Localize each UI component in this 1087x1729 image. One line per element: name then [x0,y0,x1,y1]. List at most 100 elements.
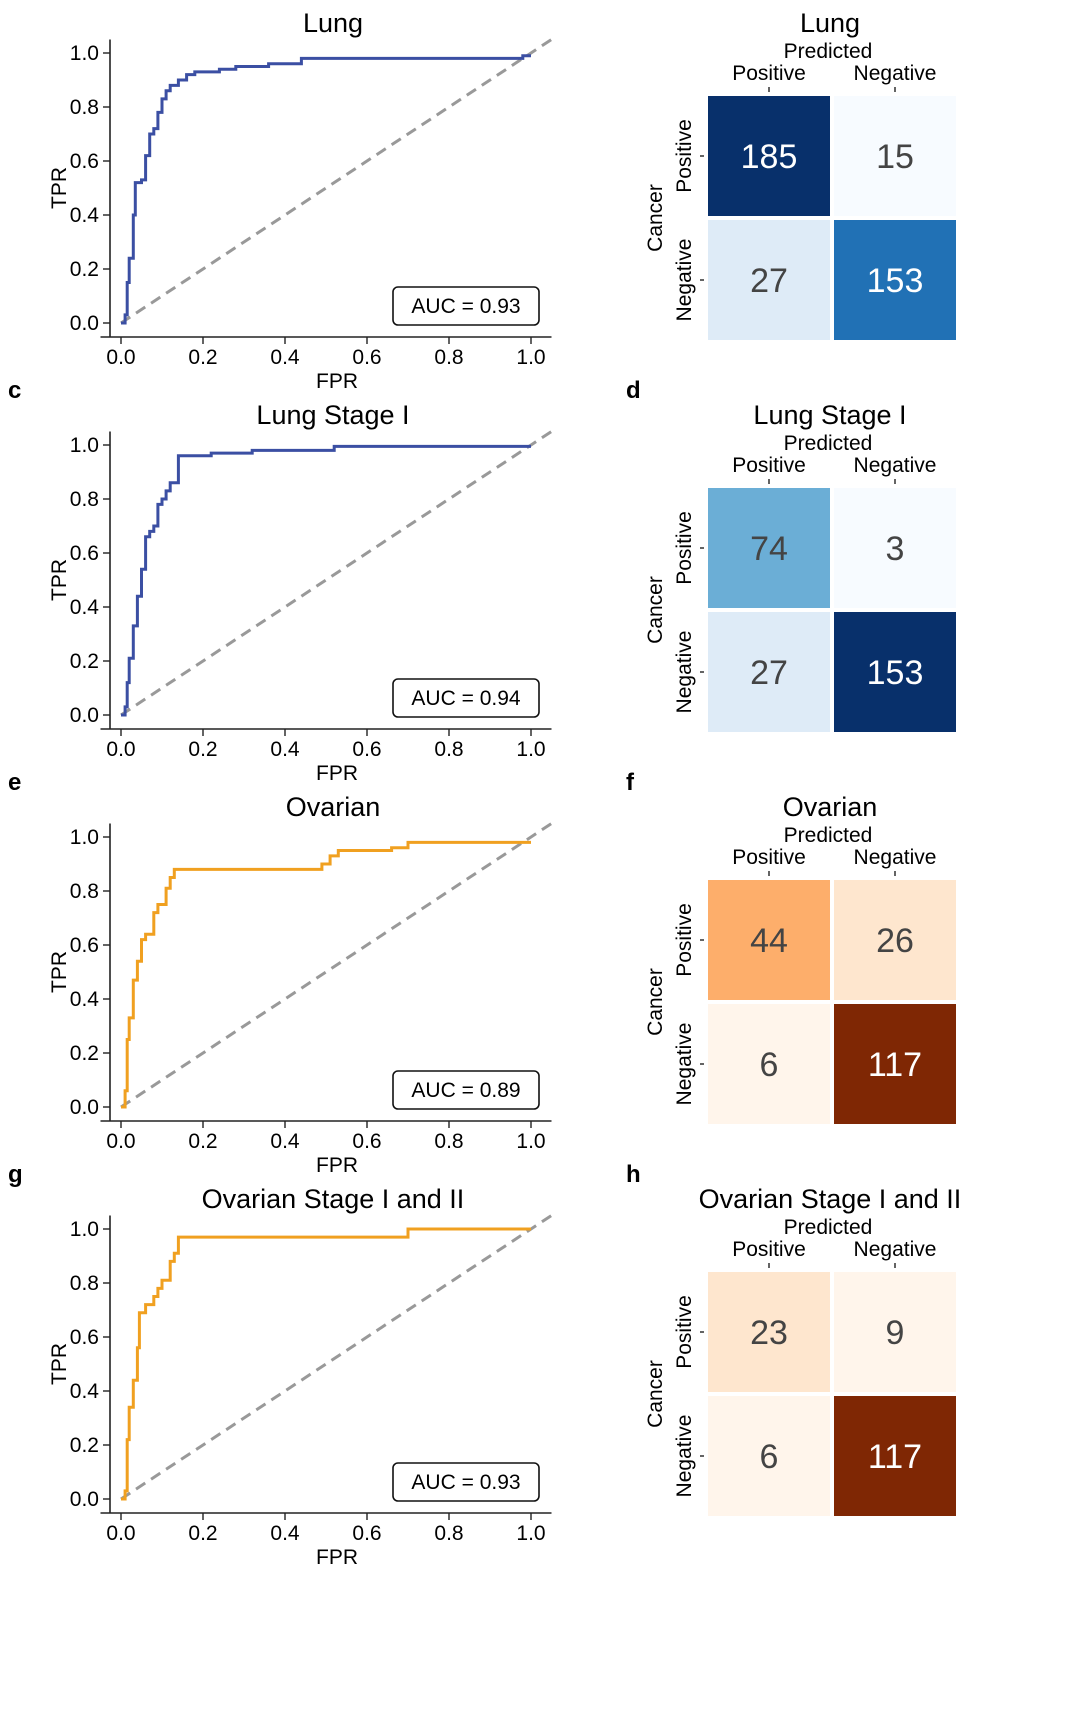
predicted-label: Predicted [784,1216,873,1239]
heatmap-cell [830,1000,960,1128]
auc-box [392,678,540,718]
chance-diagonal [120,822,553,1109]
y-tick-label: 1.0 [70,1218,99,1241]
cm-title: Lung [800,8,860,38]
predicted-class-label: Positive [732,1238,806,1261]
y-tick-label: 1.0 [70,826,99,849]
actual-class-label: Negative [673,1415,696,1498]
predicted-class-label: Positive [732,846,806,869]
heatmap-cell [704,1000,834,1128]
predicted-class-label: Positive [732,62,806,85]
y-tick-label: 0.6 [70,542,99,565]
x-tick-label: 1.0 [516,1522,545,1545]
x-tick-label: 0.0 [106,1130,135,1153]
roc-curve [121,444,531,717]
cell-value: 153 [867,262,924,300]
actual-label: Cancer [644,968,667,1036]
cm-title: Lung Stage I [753,400,906,430]
cell-value: 15 [876,138,914,176]
cell-value: 6 [760,1438,779,1476]
actual-class-label: Positive [673,511,696,585]
chance-diagonal [120,430,553,717]
x-tick-label: 0.8 [434,1130,463,1153]
panel-letter: c [8,377,21,404]
predicted-class-label: Negative [854,846,937,869]
x-tick-label: 0.0 [106,1522,135,1545]
actual-label: Cancer [644,1360,667,1428]
y-axis-label: TPR [48,1343,71,1385]
x-tick-label: 0.0 [106,346,135,369]
predicted-label: Predicted [784,432,873,455]
roc-curve [121,840,531,1109]
panel-letter: f [626,769,635,796]
actual-class-label: Positive [673,1295,696,1369]
y-tick-label: 0.2 [70,1434,99,1457]
y-tick-label: 0.8 [70,488,99,511]
cell-value: 117 [868,1046,922,1084]
actual-label: Cancer [644,576,667,644]
x-tick-label: 0.8 [434,738,463,761]
x-tick-label: 0.6 [352,738,381,761]
x-tick-label: 0.4 [270,1130,300,1153]
panel-letter: e [8,769,21,796]
cm-title: Ovarian Stage I and II [699,1184,962,1214]
auc-label: AUC = 0.93 [411,1471,520,1494]
x-tick-label: 1.0 [516,346,545,369]
roc-title: Lung [303,8,363,38]
x-tick-label: 0.0 [106,738,135,761]
actual-class-label: Positive [673,903,696,977]
cell-value: 3 [886,530,905,568]
predicted-label: Predicted [784,40,873,63]
y-axis-label: TPR [48,559,71,601]
actual-class-label: Positive [673,119,696,193]
y-axis-label: TPR [48,951,71,993]
auc-box [392,1070,540,1110]
x-tick-label: 0.2 [188,1522,217,1545]
heatmap-cell [830,216,960,344]
x-axis-label: FPR [316,1154,358,1177]
y-tick-label: 0.2 [70,650,99,673]
y-tick-label: 0.4 [70,988,100,1011]
chance-diagonal [120,38,553,325]
predicted-class-label: Positive [732,454,806,477]
cell-value: 44 [750,922,788,960]
roc-panel-2: c Lung Stage I 0.0 0.0 0.2 0.2 0.4 0.4 0.6 0.6 0.8… [8,377,553,785]
x-axis-label: FPR [316,762,358,785]
x-tick-label: 0.4 [270,738,300,761]
heatmap-cell [830,608,960,736]
x-tick-label: 0.8 [434,346,463,369]
y-tick-label: 1.0 [70,434,99,457]
cm-title: Ovarian [783,792,878,822]
panel-letter: g [8,1161,23,1188]
heatmap-cell [830,1392,960,1520]
auc-label: AUC = 0.93 [411,295,520,318]
x-tick-label: 0.8 [434,1522,463,1545]
panel-letter: h [626,1161,641,1188]
actual-label: Cancer [644,184,667,252]
heatmap-cell [704,216,834,344]
x-tick-label: 0.4 [270,1522,300,1545]
y-axis-label: TPR [48,167,71,209]
x-tick-label: 1.0 [516,738,545,761]
auc-label: AUC = 0.94 [411,687,520,710]
x-tick-label: 0.2 [188,346,217,369]
x-tick-label: 0.6 [352,346,381,369]
y-tick-label: 0.8 [70,880,99,903]
roc-curve [121,54,531,325]
cell-value: 27 [750,654,788,692]
heatmap-cell [704,1392,834,1520]
heatmap-cell [830,484,960,612]
x-axis-label: FPR [316,370,358,393]
actual-class-label: Negative [673,1023,696,1106]
cell-value: 185 [741,138,798,176]
heatmap-cell [704,608,834,736]
chance-diagonal [120,1214,553,1501]
x-tick-label: 0.6 [352,1522,381,1545]
cell-value: 23 [750,1314,788,1352]
cell-value: 6 [760,1046,779,1084]
roc-panel-4: e Ovarian 0.0 0.0 0.2 0.2 0.4 0.4 0.6 0.6 0.8 0.8 1.… [8,769,553,1177]
